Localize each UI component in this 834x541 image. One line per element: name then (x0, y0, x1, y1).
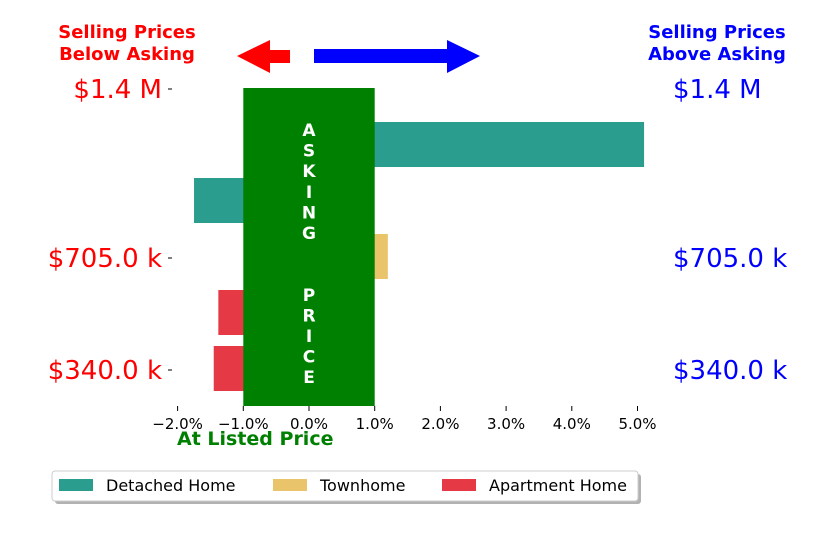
header-right-line1: Selling Prices (648, 22, 785, 43)
x-tick-label: −1.0% (218, 415, 269, 433)
x-tick-label: −2.0% (152, 415, 203, 433)
legend-label: Detached Home (106, 476, 236, 495)
y-tick-label-left: $340.0 k (48, 356, 162, 386)
asking-price-band (243, 88, 375, 406)
x-tick-label: 5.0% (618, 415, 656, 433)
x-tick-label: 1.0% (356, 415, 394, 433)
y-tick-labels-right: $1.4 M $705.0 k $340.0 k (673, 75, 787, 386)
header-left-line1: Selling Prices (58, 22, 195, 43)
asking-price-char: C (303, 348, 315, 368)
asking-price-char: K (302, 162, 316, 182)
legend-swatch (59, 479, 93, 491)
y-tick-label-right: $340.0 k (673, 356, 787, 386)
asking-price-char: E (303, 368, 315, 388)
header-right-line2: Above Asking (648, 44, 786, 65)
right-arrow (314, 40, 480, 73)
asking-price-char: R (302, 306, 315, 326)
legend: Detached Home Townhome Apartment Home (51, 470, 641, 504)
y-tick-label-left: $1.4 M (73, 75, 162, 105)
left-arrow (237, 40, 290, 73)
legend-label: Apartment Home (489, 476, 627, 495)
legend-label: Townhome (319, 476, 405, 495)
asking-price-char: S (303, 142, 315, 162)
x-tick-label: 3.0% (487, 415, 525, 433)
asking-price-char: N (302, 203, 316, 223)
asking-price-char: P (303, 286, 315, 306)
x-axis: −2.0% −1.0% 0.0% 1.0% 2.0% 3.0% 4.0% 5.0% (152, 406, 657, 433)
y-tick-label-right: $705.0 k (673, 244, 787, 274)
x-tick-label: 0.0% (290, 415, 328, 433)
legend-swatch (273, 479, 307, 491)
asking-price-char: G (302, 224, 316, 244)
y-tick-label-left: $705.0 k (48, 244, 162, 274)
x-tick-label: 2.0% (421, 415, 459, 433)
at-listed-price-label: At Listed Price (177, 428, 333, 450)
header-left-line2: Below Asking (59, 44, 195, 65)
x-tick-label: 4.0% (553, 415, 591, 433)
asking-price-char: I (306, 327, 312, 347)
y-tick-labels-left: $1.4 M $705.0 k $340.0 k (48, 75, 172, 386)
y-tick-label-right: $1.4 M (673, 75, 762, 105)
asking-price-char: A (302, 121, 316, 141)
legend-swatch (442, 479, 476, 491)
asking-price-char: I (306, 183, 312, 203)
